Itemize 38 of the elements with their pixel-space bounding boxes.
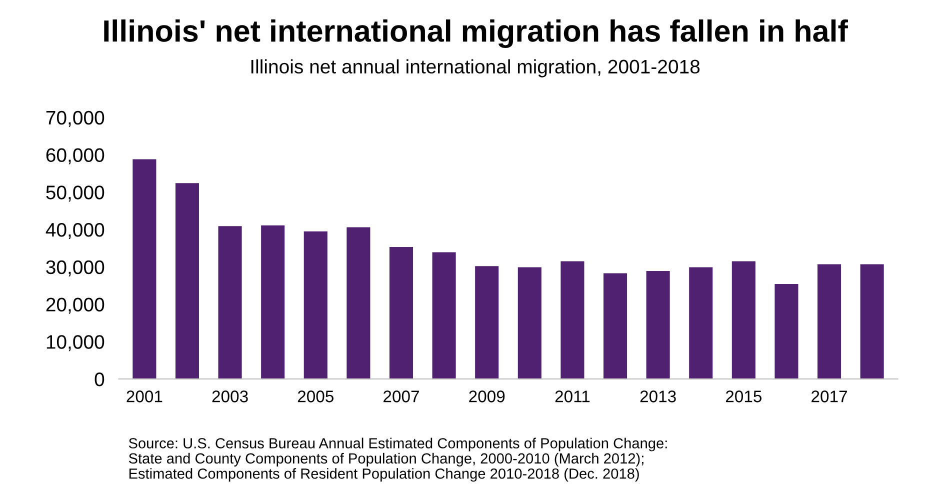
y-tick-label: 50,000	[46, 186, 104, 202]
bar	[603, 273, 628, 379]
bar	[646, 270, 670, 379]
chart-subtitle: Illinois net annual international migration, 2001-2018	[251, 59, 700, 78]
bar	[132, 159, 156, 379]
x-tick-label: 2013	[640, 390, 676, 402]
source-note: Source: U.S. Census Bureau Annual Estimated Components of Population Change: State and County Components of Population Change, 2000-2010 (March 2012); Estimated Components of Resident Population Change 2010-2018 (Dec. 2018)	[128, 438, 667, 482]
bar	[475, 266, 499, 379]
bar	[346, 227, 370, 379]
y-tick-label: 30,000	[46, 260, 104, 276]
y-tick-label: 0	[94, 372, 104, 386]
x-tick-label: 2007	[384, 390, 419, 402]
x-tick-label: 2003	[212, 390, 248, 402]
bar	[175, 183, 200, 379]
bar	[817, 264, 842, 379]
bar	[689, 267, 713, 379]
bar	[304, 231, 328, 379]
x-tick-label: 2009	[469, 390, 505, 402]
bar	[261, 225, 285, 379]
bar	[432, 252, 456, 379]
bar	[389, 247, 414, 379]
bar	[560, 261, 584, 379]
chart-title: Illinois' net international migration has fallen in half	[104, 19, 848, 48]
x-tick-label: 2015	[726, 390, 762, 402]
x-tick-label: 2001	[126, 390, 162, 402]
bar	[518, 267, 542, 379]
bar	[218, 226, 242, 379]
bar	[860, 264, 884, 379]
y-tick-label: 70,000	[46, 110, 104, 127]
y-tick-label: 10,000	[46, 335, 104, 352]
bar	[732, 261, 756, 379]
x-tick-label: 2011	[555, 390, 590, 402]
x-tick-label: 2005	[298, 390, 334, 402]
y-tick-label: 20,000	[46, 298, 104, 314]
y-tick-label: 40,000	[46, 222, 104, 240]
y-tick-label: 60,000	[46, 148, 104, 164]
x-tick-label: 2017	[812, 390, 847, 402]
bar	[774, 284, 798, 379]
